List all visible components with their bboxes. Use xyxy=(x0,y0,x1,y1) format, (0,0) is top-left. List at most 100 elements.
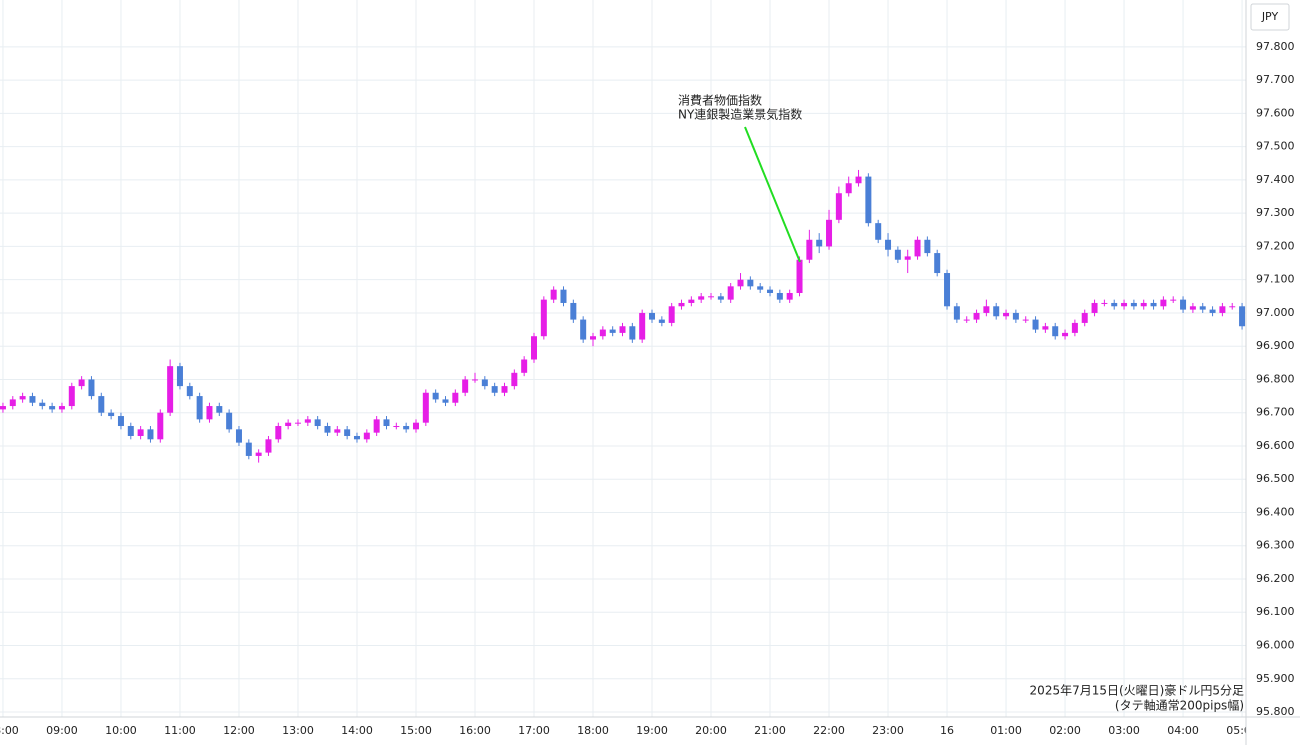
candle-body xyxy=(29,396,36,403)
candle-body xyxy=(658,319,665,323)
candle-body xyxy=(570,302,577,320)
candle-body xyxy=(275,426,282,440)
candle-body xyxy=(1209,309,1216,313)
x-tick-label: 23:00 xyxy=(872,724,904,737)
x-tick-label: 05:00 xyxy=(1226,724,1258,737)
candle-body xyxy=(1170,299,1177,301)
y-tick-label: 97.700 xyxy=(1256,73,1295,86)
candle-body xyxy=(1121,302,1128,307)
candle-body xyxy=(550,289,557,300)
candle-body xyxy=(1150,302,1157,307)
candle-body xyxy=(993,306,1000,317)
y-tick-label: 95.900 xyxy=(1256,672,1295,685)
candle-body xyxy=(580,319,587,340)
y-tick-label: 96.600 xyxy=(1256,439,1295,452)
candle-body xyxy=(590,336,597,340)
x-tick-label: 10:00 xyxy=(105,724,137,737)
candle-body xyxy=(521,359,528,373)
candle-body xyxy=(216,406,223,413)
candle-body xyxy=(1229,306,1236,308)
candle-body xyxy=(737,279,744,287)
annotation: 消費者物価指数 xyxy=(678,93,762,108)
candle-body xyxy=(1052,326,1059,337)
candle-body xyxy=(324,426,331,433)
candle-body xyxy=(9,399,16,407)
candle-body xyxy=(678,302,685,307)
x-tick-label: 16:00 xyxy=(459,724,491,737)
candle-body xyxy=(1130,302,1137,307)
candle-body xyxy=(904,256,911,260)
y-tick-label: 97.200 xyxy=(1256,239,1295,252)
y-tick-label: 96.500 xyxy=(1256,472,1295,485)
candle-body xyxy=(963,319,970,321)
candle-body xyxy=(501,386,508,393)
candle-body xyxy=(914,239,921,257)
y-tick-label: 97.300 xyxy=(1256,206,1295,219)
candle-body xyxy=(688,299,695,303)
candle-body xyxy=(619,326,626,333)
candle-body xyxy=(353,435,360,440)
candle-body xyxy=(708,296,715,298)
candle-body xyxy=(953,306,960,320)
candle-body xyxy=(865,176,872,224)
candle-body xyxy=(924,239,931,254)
y-tick-label: 96.700 xyxy=(1256,406,1295,419)
candle-body xyxy=(235,429,242,443)
candle-body xyxy=(757,286,764,290)
candle-body xyxy=(747,279,754,287)
candle-body xyxy=(186,386,193,397)
candle-body xyxy=(1199,306,1206,310)
candle-body xyxy=(983,306,990,313)
candle-body xyxy=(1062,332,1069,337)
candle-body xyxy=(98,396,105,413)
annotation: NY連銀製造業景気指数 xyxy=(678,107,802,122)
candle-body xyxy=(334,429,341,433)
candle-body xyxy=(1022,319,1029,321)
x-tick-label: 21:00 xyxy=(754,724,786,737)
candle-body xyxy=(816,239,823,247)
y-tick-label: 97.500 xyxy=(1256,140,1295,153)
candle-body xyxy=(531,336,537,360)
candle-body xyxy=(629,326,636,340)
candle-body xyxy=(206,406,213,420)
candle-body xyxy=(403,426,410,430)
candle-body xyxy=(668,306,675,323)
candle-body xyxy=(383,419,390,427)
candle-body xyxy=(894,249,901,260)
candle-body xyxy=(727,286,734,300)
y-tick-label: 95.800 xyxy=(1256,705,1295,718)
candle-body xyxy=(344,429,351,436)
candle-body xyxy=(1012,312,1019,320)
x-tick-label: 19:00 xyxy=(636,724,668,737)
candle-body xyxy=(412,422,419,430)
y-tick-label: 97.000 xyxy=(1256,306,1295,319)
candle-body xyxy=(373,419,380,433)
x-tick-label: 02:00 xyxy=(1049,724,1081,737)
y-tick-label: 96.200 xyxy=(1256,572,1295,585)
candle-body xyxy=(767,289,774,293)
candle-body xyxy=(1091,302,1098,313)
candle-body xyxy=(481,379,488,387)
candle-body xyxy=(1042,326,1049,330)
candle-body xyxy=(117,416,124,427)
candle-body xyxy=(226,412,233,430)
x-tick-label: 04:00 xyxy=(1167,724,1199,737)
candle-body xyxy=(176,366,183,387)
candle-body xyxy=(934,253,941,274)
candle-body xyxy=(796,259,803,293)
candle-body xyxy=(835,193,842,220)
candle-body xyxy=(462,379,469,393)
candle-body xyxy=(245,442,252,456)
y-tick-label: 97.800 xyxy=(1256,40,1295,53)
x-tick-label: 03:00 xyxy=(1108,724,1140,737)
x-tick-label: 12:00 xyxy=(223,724,255,737)
candle-body xyxy=(442,399,449,403)
x-tick-label: 01:00 xyxy=(990,724,1022,737)
y-tick-label: 97.400 xyxy=(1256,173,1295,186)
candle-body xyxy=(944,273,951,307)
candle-body xyxy=(167,366,174,413)
candle-body xyxy=(826,219,833,247)
candle-body xyxy=(540,299,547,337)
x-tick-label: 16 xyxy=(940,724,954,737)
